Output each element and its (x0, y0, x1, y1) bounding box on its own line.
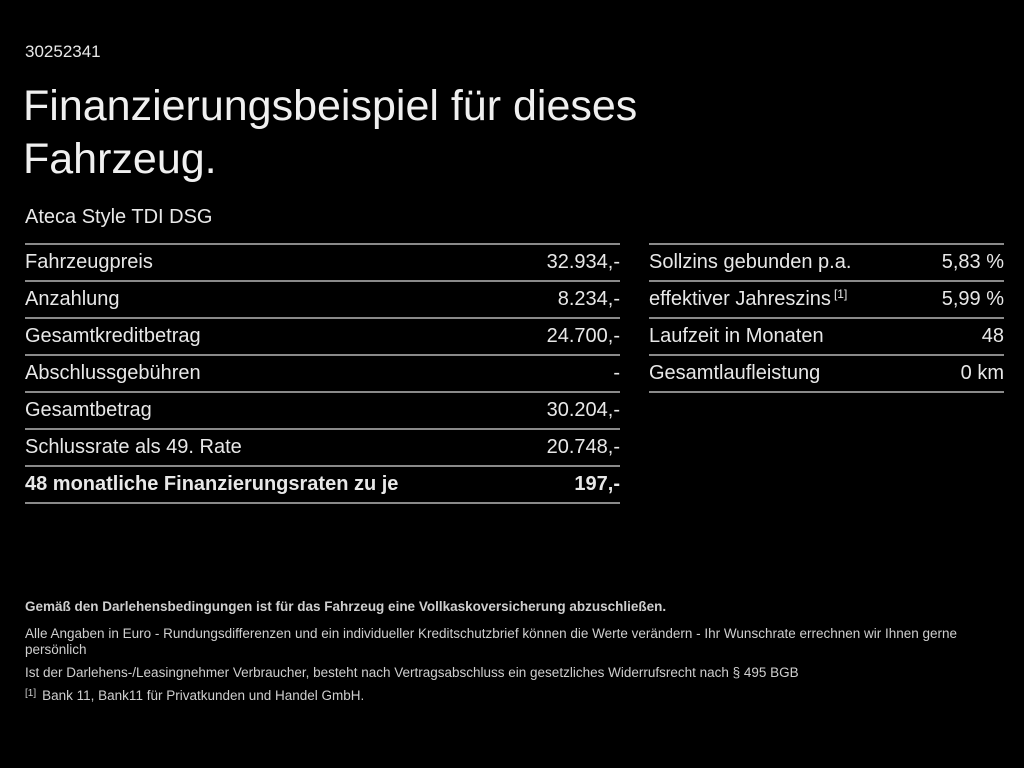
row-label: Fahrzeugpreis (25, 251, 153, 273)
row-value: 197,- (574, 473, 620, 495)
bank-footnote: [1] Bank 11, Bank11 für Privatkunden und … (25, 688, 1004, 706)
disclaimer-line-2: Ist der Darlehens-/Leasingnehmer Verbrau… (25, 665, 799, 680)
table-row-laufzeit: Laufzeit in Monaten 48 (649, 317, 1004, 354)
disclaimer-line-1: Alle Angaben in Euro - Rundungsdifferenz… (25, 626, 958, 657)
row-label: Abschlussgebühren (25, 362, 201, 384)
row-value: 48 (981, 325, 1004, 347)
row-label: Gesamtbetrag (25, 399, 152, 421)
legal-footer: Gemäß den Darlehensbedingungen ist für d… (25, 599, 1004, 706)
row-value: 0 km (960, 362, 1004, 384)
row-value: 32.934,- (546, 251, 620, 273)
table-row-gesamtkreditbetrag: Gesamtkreditbetrag 24.700,- (25, 317, 620, 354)
table-row-sollzins: Sollzins gebunden p.a. 5,83 % (649, 243, 1004, 280)
finance-table: Fahrzeugpreis 32.934,- Anzahlung 8.234,-… (25, 243, 620, 504)
row-value: - (613, 362, 620, 384)
table-row-monatsrate: 48 monatliche Finanzierungsraten zu je 1… (25, 465, 620, 502)
footnote-marker: [1] (25, 688, 37, 699)
page-title-line1: Finanzierungsbeispiel für dieses (23, 82, 638, 130)
footnote-text: Bank 11, Bank11 für Privatkunden und Han… (42, 688, 365, 703)
conditions-table: Sollzins gebunden p.a. 5,83 % effektiver… (649, 243, 1004, 393)
page-title: Finanzierungsbeispiel für dieses Fahrzeug… (23, 80, 637, 186)
page-title-line2: Fahrzeug. (23, 135, 217, 183)
row-value: 8.234,- (557, 288, 620, 310)
row-label: effektiver Jahreszins [1] (649, 287, 848, 311)
row-value: 24.700,- (546, 325, 620, 347)
table-row-effektivzins: effektiver Jahreszins [1] 5,99 % (649, 280, 1004, 317)
row-label: 48 monatliche Finanzierungsraten zu je (25, 473, 399, 495)
row-label-text: effektiver Jahreszins (649, 288, 831, 310)
insurance-note: Gemäß den Darlehensbedingungen ist für d… (25, 599, 667, 614)
table-row-anzahlung: Anzahlung 8.234,- (25, 280, 620, 317)
row-label: Schlussrate als 49. Rate (25, 436, 242, 458)
table-row-schlussrate: Schlussrate als 49. Rate 20.748,- (25, 428, 620, 465)
row-label: Sollzins gebunden p.a. (649, 251, 852, 273)
row-label: Gesamtkreditbetrag (25, 325, 201, 347)
row-value: 20.748,- (546, 436, 620, 458)
row-label: Gesamtlaufleistung (649, 362, 821, 384)
table-row-gesamtbetrag: Gesamtbetrag 30.204,- (25, 391, 620, 428)
table-row-fahrzeugpreis: Fahrzeugpreis 32.934,- (25, 243, 620, 280)
listing-id: 30252341 (25, 42, 101, 61)
row-value: 30.204,- (546, 399, 620, 421)
footnote-reference: [1] (833, 287, 848, 301)
row-label: Laufzeit in Monaten (649, 325, 824, 347)
table-row-gesamtlaufleistung: Gesamtlaufleistung 0 km (649, 354, 1004, 391)
vehicle-name: Ateca Style TDI DSG (25, 206, 213, 228)
row-value: 5,99 % (941, 288, 1004, 310)
row-label: Anzahlung (25, 288, 120, 310)
table-row-abschlussgebuehren: Abschlussgebühren - (25, 354, 620, 391)
row-value: 5,83 % (941, 251, 1004, 273)
